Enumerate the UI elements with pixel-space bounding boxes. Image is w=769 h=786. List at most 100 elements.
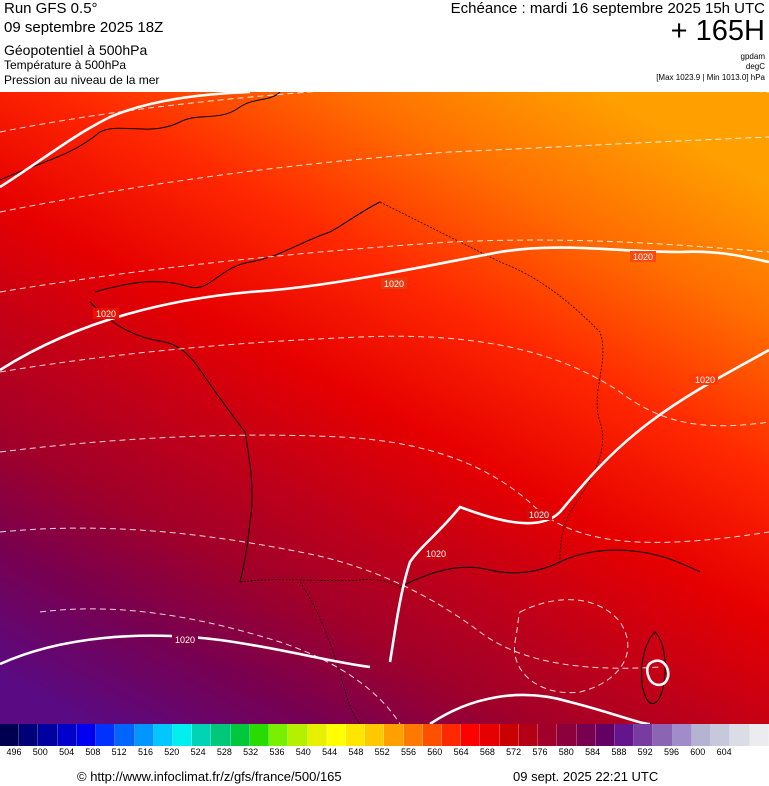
color-scale-tick: 552	[374, 747, 390, 757]
color-scale-tick: 564	[453, 747, 469, 757]
color-scale-tick: 528	[216, 747, 232, 757]
color-scale-cell	[672, 724, 692, 746]
color-scale-cell	[595, 724, 615, 746]
color-scale-cell	[749, 724, 769, 746]
color-scale-cell	[499, 724, 519, 746]
isobar-corsica-high	[645, 659, 670, 687]
color-scale-cell	[634, 724, 654, 746]
color-scale-cell	[538, 724, 558, 746]
color-scale-cell	[615, 724, 635, 746]
color-scale-cell	[345, 724, 366, 746]
color-scale-cell	[711, 724, 731, 746]
channel-coastline	[94, 201, 381, 293]
color-scale-cell	[557, 724, 577, 746]
color-scale-cell	[691, 724, 712, 746]
param-pressure: Pression au niveau de la mer	[4, 73, 160, 87]
isobar-label: 1020	[695, 375, 715, 385]
color-scale-cell	[403, 724, 423, 746]
color-scale-tick: 584	[585, 747, 601, 757]
color-scale-cell	[230, 724, 250, 746]
color-scale-cell	[422, 724, 443, 746]
forecast-valid-time: Echéance : mardi 16 septembre 2025 15h U…	[450, 0, 765, 17]
color-scale-cell	[269, 724, 289, 746]
isobar-1020-east	[388, 348, 769, 663]
color-scale-cell	[19, 724, 39, 746]
color-scale-tick: 512	[111, 747, 127, 757]
color-scale-tick: 540	[295, 747, 311, 757]
brittany-coastline	[89, 301, 246, 433]
color-scale-cell	[442, 724, 462, 746]
param-temperature: Température à 500hPa	[4, 58, 127, 72]
color-scale-tick: 544	[322, 747, 338, 757]
color-scale-tick: 524	[190, 747, 206, 757]
color-scale-cell	[730, 724, 750, 746]
color-scale-cell	[134, 724, 154, 746]
uk-coastline	[0, 92, 281, 181]
color-scale-cell	[653, 724, 673, 746]
color-scale-tick: 576	[532, 747, 548, 757]
color-scale-tick: 588	[611, 747, 627, 757]
source-credit[interactable]: © http://www.infoclimat.fr/z/gfs/france/…	[77, 769, 342, 784]
isobar-label: 1020	[633, 252, 653, 262]
color-scale-cell	[115, 724, 135, 746]
corsica-coastline	[641, 631, 666, 705]
color-scale-tick: 556	[400, 747, 417, 757]
color-scale-tick: 600	[690, 747, 706, 757]
isobars	[0, 92, 769, 724]
color-scale-tick: 560	[427, 747, 443, 757]
color-scale-cell	[461, 724, 481, 746]
color-scale-cell	[307, 724, 327, 746]
atlantic-coastline	[239, 431, 253, 583]
color-scale-cell	[76, 724, 97, 746]
isobar-1020-central	[0, 246, 769, 372]
isobar-1020-north	[0, 92, 251, 189]
color-scale-cell	[96, 724, 116, 746]
isobar-label: 1020	[384, 279, 404, 289]
color-scale-cell	[211, 724, 231, 746]
generation-timestamp: 09 sept. 2025 22:21 UTC	[513, 769, 659, 784]
unit-degc: degC	[745, 62, 765, 71]
color-scale-cell	[38, 724, 58, 746]
color-scale-tick: 548	[348, 747, 364, 757]
color-scale-cell	[249, 724, 270, 746]
color-scale-cell	[57, 724, 77, 746]
color-scale-cell	[518, 724, 539, 746]
spain-border	[299, 581, 361, 724]
color-scale-tick: 496	[6, 747, 22, 757]
color-scale-ticks: 496 500 504 508 512 516 520 524 528 532 536 540 544 5…	[0, 747, 769, 761]
run-date: 09 septembre 2025 18Z	[4, 19, 164, 36]
isobar-label: 1020	[426, 549, 446, 559]
temperature-field	[0, 92, 769, 724]
isobar-label: 1020	[529, 510, 549, 520]
color-scale-cells	[0, 724, 769, 746]
color-scale-tick: 596	[663, 747, 680, 757]
color-scale-cell	[365, 724, 385, 746]
color-scale-cell	[288, 724, 308, 746]
isobar-1020-south	[0, 634, 371, 669]
color-scale-tick: 508	[85, 747, 101, 757]
color-scale-tick: 520	[164, 747, 180, 757]
isobar-1020-south-east	[429, 693, 651, 724]
color-scale-cell	[384, 724, 404, 746]
color-scale-tick: 532	[243, 747, 259, 757]
color-scale-tick: 568	[479, 747, 495, 757]
color-scale-cell	[326, 724, 346, 746]
color-scale-tick: 580	[558, 747, 574, 757]
color-scale-tick: 516	[137, 747, 154, 757]
isobar-label: 1020	[96, 309, 116, 319]
isobar-label: 1020	[175, 635, 195, 645]
param-geopotential: Géopotentiel à 500hPa	[4, 42, 148, 58]
color-scale-cell	[0, 724, 20, 746]
weather-map: 1020 1020 1020 1020 1020 1020 1020	[0, 92, 769, 724]
color-scale	[0, 724, 769, 746]
color-scale-tick: 536	[269, 747, 285, 757]
isobar-labels: 1020 1020 1020 1020 1020 1020 1020	[93, 251, 718, 645]
france-east-border	[379, 201, 604, 563]
color-scale-cell	[192, 724, 212, 746]
pressure-minmax: [Max 1023.9 | Min 1013.0] hPa	[656, 73, 765, 82]
color-scale-cell	[480, 724, 500, 746]
borders	[239, 201, 604, 724]
run-title: Run GFS 0.5°	[4, 0, 98, 17]
color-scale-cell	[153, 724, 173, 746]
color-scale-tick: 504	[59, 747, 75, 757]
